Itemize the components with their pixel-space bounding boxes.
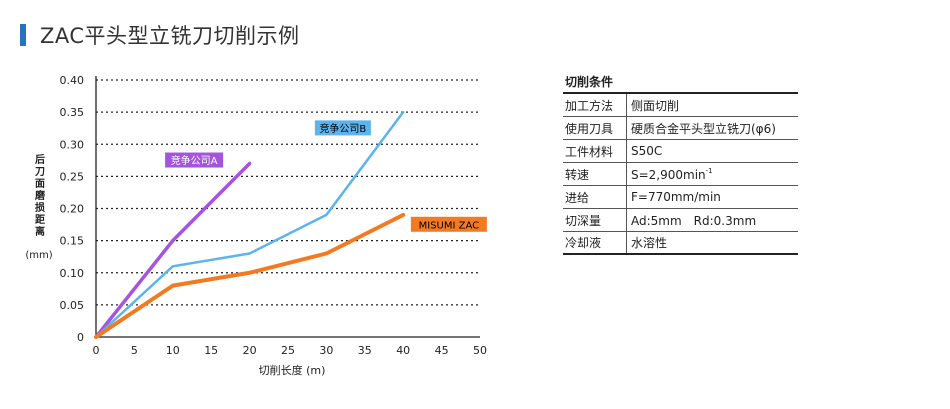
y-axis-label-char: 距 [35, 214, 45, 226]
condition-key: 工件材料 [563, 140, 627, 162]
condition-key: 使用刀具 [563, 117, 627, 139]
cutting-conditions-table: 切削条件 加工方法 侧面切削 使用刀具 硬质合金平头型立铣刀(φ6) 工件材料 S50C 转… [563, 73, 798, 255]
wear-chart: 0 0.05 0.10 0.15 0.20 0.25 0.30 0.35 0.40 0 5 10 15 2… [25, 74, 487, 377]
condition-key: 冷却液 [563, 232, 627, 253]
condition-value: S=2,900min-1 [627, 167, 713, 182]
condition-value-text: S50C [631, 144, 663, 158]
conditions-rows: 加工方法 侧面切削 使用刀具 硬质合金平头型立铣刀(φ6) 工件材料 S50C 转速 S=2,… [563, 94, 798, 255]
series-label: MISUMI ZAC [419, 220, 480, 231]
condition-value-text: Ad:5mm Rd:0.3mm [631, 213, 757, 228]
x-tick-label: 30 [319, 344, 333, 357]
y-tick-label: 0.05 [60, 299, 85, 312]
condition-key: 进给 [563, 186, 627, 208]
x-tick-label: 50 [473, 344, 487, 357]
y-tick-label: 0.10 [60, 267, 85, 280]
series-line [94, 161, 252, 339]
page-header: ZAC平头型立铣刀切削示例 [20, 22, 300, 48]
series-label-box [410, 216, 487, 232]
x-tick-label: 20 [243, 344, 257, 357]
condition-value-text: S=2,900min [631, 167, 706, 182]
condition-key: 转速 [563, 163, 627, 185]
y-axis-label-char: 离 [35, 225, 45, 238]
y-tick-label: 0.15 [60, 235, 85, 248]
y-tick-label: 0.40 [60, 74, 85, 87]
y-axis-label-char: 面 [35, 178, 45, 190]
series-line [94, 212, 406, 339]
title-accent-bar [20, 24, 26, 46]
condition-value-text: F=770mm/min [631, 190, 721, 204]
condition-value: 硬质合金平头型立铣刀(φ6) [627, 120, 776, 137]
y-tick-label: 0 [77, 331, 84, 344]
series-label: 竞争公司A [171, 154, 218, 167]
x-axis-label: 切削长度 (m) [259, 363, 326, 377]
series-label-box [165, 152, 224, 168]
conditions-row: 冷却液 水溶性 [563, 232, 798, 255]
y-tick-label: 0.35 [60, 106, 85, 119]
conditions-heading: 切削条件 [563, 73, 798, 94]
y-tick-label: 0.25 [60, 170, 85, 183]
x-tick-label: 40 [396, 344, 410, 357]
condition-key: 切深量 [563, 209, 627, 231]
conditions-row: 进给 F=770mm/min [563, 186, 798, 209]
series-line [94, 110, 405, 339]
condition-value: 侧面切削 [627, 97, 679, 114]
x-tick-label: 25 [281, 344, 295, 357]
condition-key: 加工方法 [563, 94, 627, 116]
condition-value: F=770mm/min [627, 190, 721, 204]
condition-value: S50C [627, 144, 662, 158]
y-axis-label-char: 刀 [35, 167, 45, 178]
y-axis-label-char: 后 [35, 153, 45, 166]
y-axis-label-unit: (mm) [25, 250, 52, 261]
condition-value-text: 硬质合金平头型立铣刀(φ6) [631, 121, 776, 136]
x-tick-label: 0 [93, 344, 100, 357]
condition-value-text: 侧面切削 [631, 98, 680, 113]
x-tick-label: 10 [166, 344, 180, 357]
series-label-box [314, 120, 371, 136]
y-tick-label: 0.30 [60, 138, 85, 151]
x-tick-label: 15 [204, 344, 218, 357]
condition-value: Ad:5mm Rd:0.3mm [627, 212, 756, 229]
condition-value-text: 水溶性 [631, 236, 668, 250]
conditions-row: 工件材料 S50C [563, 140, 798, 163]
conditions-row: 使用刀具 硬质合金平头型立铣刀(φ6) [563, 117, 798, 140]
series-label: 竞争公司B [319, 122, 366, 135]
page-title: ZAC平头型立铣刀切削示例 [40, 24, 300, 48]
x-tick-label: 5 [131, 344, 138, 357]
conditions-row: 转速 S=2,900min-1 [563, 163, 798, 186]
conditions-row: 加工方法 侧面切削 [563, 94, 798, 117]
y-axis-label-char: 磨 [34, 189, 46, 202]
x-tick-label: 35 [358, 344, 372, 357]
condition-value: 水溶性 [627, 234, 667, 251]
y-tick-label: 0.20 [60, 203, 85, 216]
conditions-row: 切深量 Ad:5mm Rd:0.3mm [563, 209, 798, 232]
x-tick-label: 45 [435, 344, 449, 357]
condition-value-exponent: -1 [705, 166, 713, 175]
y-axis-label-char: 损 [35, 201, 45, 214]
